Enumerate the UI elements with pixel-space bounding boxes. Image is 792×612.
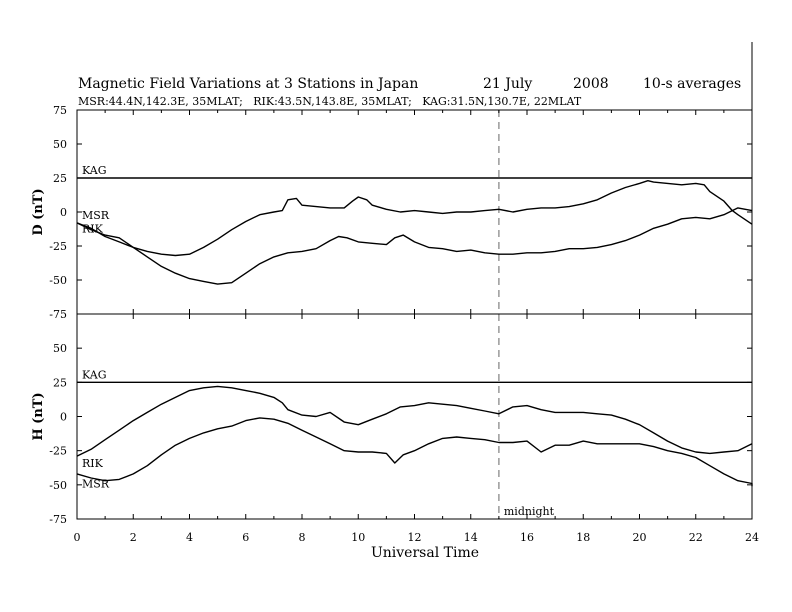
panel-1-y-tick-label: 75 bbox=[53, 104, 67, 117]
panel-1-series-rik bbox=[76, 207, 753, 285]
x-tick-label: 2 bbox=[130, 531, 137, 544]
x-tick-label: 14 bbox=[464, 531, 478, 544]
x-tick-label: 12 bbox=[408, 531, 422, 544]
x-axis-label: Universal Time bbox=[371, 545, 479, 561]
chart-title-group: Magnetic Field Variations at 3 Stations … bbox=[78, 76, 741, 108]
x-tick-label: 10 bbox=[351, 531, 365, 544]
panel-1-y-tick-label: -50 bbox=[49, 274, 67, 287]
chart-subtitle: MSR:44.4N,142.3E, 35MLAT; RIK:43.5N,143.… bbox=[78, 95, 582, 108]
panel-2-series-rik bbox=[76, 385, 753, 457]
x-tick-label: 20 bbox=[633, 531, 647, 544]
panel-1-frame bbox=[76, 109, 753, 315]
panel-2-y-tick-label: 25 bbox=[53, 376, 67, 389]
panel-2-y-tick-label: 50 bbox=[53, 342, 67, 355]
panel-2-y-tick-label: 0 bbox=[60, 411, 67, 424]
x-tick-label: 0 bbox=[74, 531, 81, 544]
panel-1-y-tick-label: -25 bbox=[49, 240, 67, 253]
panel-2-label-kag: KAG bbox=[82, 368, 107, 381]
panel-1-series-msr bbox=[76, 179, 753, 257]
panel-2-y-tick-label: -50 bbox=[49, 479, 67, 492]
x-tick-label: 8 bbox=[299, 531, 306, 544]
x-tick-label: 18 bbox=[576, 531, 590, 544]
x-tick-label: 6 bbox=[242, 531, 249, 544]
panel-1-y-tick-label: 25 bbox=[53, 172, 67, 185]
panel-1-label-rik: RIK bbox=[82, 222, 104, 235]
panel-2-label-rik: RIK bbox=[82, 457, 104, 470]
chart-title-date: 21 July bbox=[483, 76, 532, 92]
panel-1-label-msr: MSR bbox=[82, 209, 110, 222]
panel-1-y-tick-label: 0 bbox=[60, 206, 67, 219]
x-tick-label: 4 bbox=[186, 531, 193, 544]
panel-1-y-tick-label: 50 bbox=[53, 138, 67, 151]
chart-title: Magnetic Field Variations at 3 Stations … bbox=[78, 76, 418, 92]
panel-2-label-msr: MSR bbox=[82, 478, 110, 491]
midnight-label: midnight bbox=[504, 505, 555, 518]
x-tick-label: 24 bbox=[745, 531, 759, 544]
panel-2-frame bbox=[76, 313, 753, 520]
panel-2-y-tick-label: -75 bbox=[49, 513, 67, 526]
panel-2-y-axis-label: H (nT) bbox=[31, 392, 46, 440]
x-tick-label: 16 bbox=[520, 531, 534, 544]
chart-title-year: 2008 bbox=[573, 76, 609, 92]
panel-1-y-tick-label: -75 bbox=[49, 308, 67, 321]
panel-2-series-msr bbox=[76, 417, 753, 487]
panel-1-label-kag: KAG bbox=[82, 164, 107, 177]
chart-title-note: 10-s averages bbox=[643, 76, 741, 92]
x-tick-label: 22 bbox=[689, 531, 703, 544]
panel-2-y-tick-label: -25 bbox=[49, 445, 67, 458]
panel-1-y-axis-label: D (nT) bbox=[31, 188, 46, 235]
